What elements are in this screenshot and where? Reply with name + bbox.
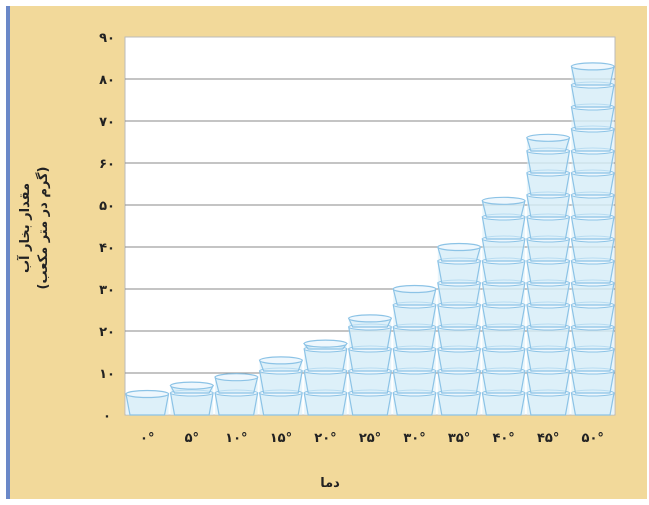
y-tick-label: ۳۰: [99, 283, 115, 298]
bar: [526, 133, 571, 416]
y-tick-label: ۹۰: [99, 31, 115, 46]
x-tick-label: ۲۰°: [314, 431, 336, 446]
x-tick-label: ۵۰°: [582, 431, 604, 446]
x-axis-title: دما: [320, 476, 340, 491]
y-tick-label: ۶۰: [99, 157, 115, 172]
y-tick-label: ۷۰: [99, 115, 115, 130]
y-axis-title: مقدار بخار آب: [16, 183, 33, 273]
bar: [125, 389, 170, 416]
x-tick-label: ۲۵°: [359, 431, 381, 446]
y-tick-label: ۰: [103, 409, 111, 424]
bar: [347, 314, 393, 416]
y-axis-unit: (گرم در متر مکعب): [35, 167, 51, 290]
x-tick-label: ۴۰°: [492, 431, 514, 446]
x-tick-label: ۰°: [140, 431, 154, 446]
bar: [169, 381, 215, 416]
bars: [125, 62, 615, 416]
y-tick-label: ۲۰: [99, 325, 115, 340]
y-tick-label: ۴۰: [99, 241, 115, 256]
x-tick-label: ۳۵°: [448, 431, 470, 446]
x-tick-label: ۴۵°: [537, 431, 559, 446]
x-tick-label: ۱۰°: [225, 431, 247, 446]
bar: [214, 373, 259, 416]
bar: [302, 339, 348, 416]
x-tick-labels: ۰° ۵° ۱۰° ۱۵° ۲۰° ۲۵° ۳۰° ۳۵° ۴۰° ۴۵° ۵۰°: [140, 431, 604, 446]
x-tick-label: ۵°: [185, 431, 199, 446]
bar: [437, 242, 482, 416]
y-tick-label: ۵۰: [99, 199, 115, 214]
bar: [258, 356, 304, 416]
x-tick-label: ۱۵°: [270, 431, 292, 446]
bar: [392, 284, 437, 416]
y-tick-label: ۱۰: [99, 367, 115, 382]
bar: [481, 196, 526, 416]
x-tick-label: ۳۰°: [403, 431, 425, 446]
bar: [570, 62, 615, 416]
y-tick-label: ۸۰: [99, 73, 115, 88]
y-tick-labels: ۰ ۱۰ ۲۰ ۳۰ ۴۰ ۵۰ ۶۰ ۷۰ ۸۰ ۹۰: [99, 31, 115, 424]
